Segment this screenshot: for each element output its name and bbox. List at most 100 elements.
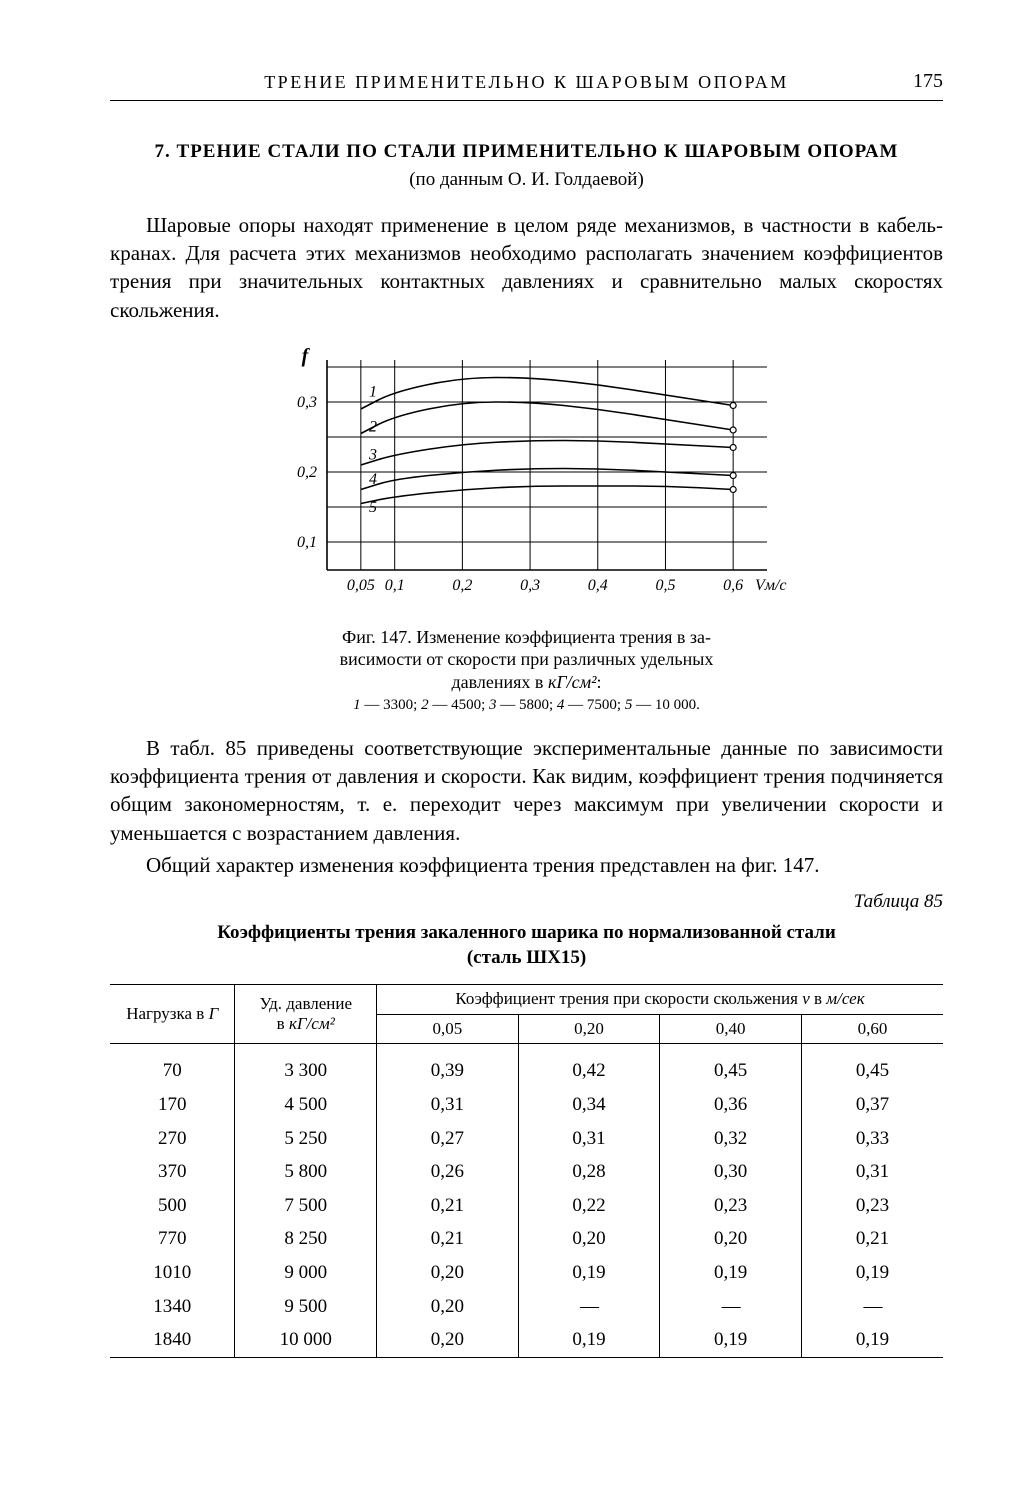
section-title: 7. ТРЕНИЕ СТАЛИ ПО СТАЛИ ПРИМЕНИТЕЛЬНО К… [110,139,943,165]
cell-pressure: 3 300 [235,1044,377,1088]
figure-caption: Фиг. 147. Изменение коэффициента трения … [267,626,787,694]
col-speed-header: 0,40 [660,1014,802,1043]
cell-pressure: 9 500 [235,1290,377,1324]
cell-coeff: 0,31 [518,1122,660,1156]
table-title-line2: (сталь ШХ15) [467,947,586,968]
table-title: Коэффициенты трения закаленного шарика п… [110,921,943,970]
cell-coeff: 0,19 [518,1323,660,1357]
legend-2t: — 4500; [429,697,489,713]
cell-coeff: 0,19 [660,1323,802,1357]
cell-load: 170 [110,1088,235,1122]
svg-text:f: f [301,345,310,367]
col-load-header: Нагрузка в Г [110,985,235,1044]
cell-coeff: 0,27 [377,1122,519,1156]
cell-coeff: 0,33 [801,1122,943,1156]
cell-coeff: 0,45 [660,1044,802,1088]
cell-coeff: 0,23 [801,1189,943,1223]
cell-coeff: 0,23 [660,1189,802,1223]
figure-legend: 1 — 3300; 2 — 4500; 3 — 5800; 4 — 7500; … [110,695,943,715]
legend-1t: — 3300; [361,697,421,713]
svg-text:0,4: 0,4 [587,577,607,594]
cell-coeff: 0,20 [518,1222,660,1256]
cell-coeff: 0,19 [518,1256,660,1290]
col-coeff-header: Коэффициент трения при скорости скольжен… [377,985,943,1014]
svg-text:1: 1 [369,383,377,400]
cell-coeff: 0,21 [377,1189,519,1223]
running-head-rule [110,100,943,101]
figure-caption-line1: Фиг. 147. Изменение коэффициента трения … [342,627,711,647]
cell-coeff: 0,31 [801,1155,943,1189]
col-pressure-header: Уд. давлениев кГ/см² [235,985,377,1044]
cell-coeff: 0,28 [518,1155,660,1189]
cell-coeff: 0,42 [518,1044,660,1088]
cell-coeff: 0,45 [801,1044,943,1088]
svg-text:5: 5 [369,499,377,516]
table-85: Нагрузка в ГУд. давлениев кГ/см²Коэффици… [110,984,943,1358]
cell-coeff: 0,20 [377,1256,519,1290]
svg-text:3: 3 [368,446,377,463]
figure-caption-line2: висимости от скорости при различных удел… [340,649,714,669]
legend-3n: 3 [489,697,497,713]
col-speed-header: 0,05 [377,1014,519,1043]
cell-pressure: 5 800 [235,1155,377,1189]
cell-pressure: 7 500 [235,1189,377,1223]
cell-coeff: 0,36 [660,1088,802,1122]
legend-2n: 2 [421,697,429,713]
cell-coeff: 0,39 [377,1044,519,1088]
figure-caption-line3a: давлениях в [452,672,548,692]
legend-1n: 1 [353,697,361,713]
cell-coeff: 0,21 [377,1222,519,1256]
cell-load: 270 [110,1122,235,1156]
table-title-line1: Коэффициенты трения закаленного шарика п… [217,922,836,943]
col-speed-header: 0,60 [801,1014,943,1043]
cell-coeff: 0,22 [518,1189,660,1223]
cell-coeff: 0,26 [377,1155,519,1189]
figure-147: 0,05 0,1 0,2 0,3 0,4 0,5 0,6 Vм/сек 0,1 0,2 0,3 f 1 2… [110,340,943,716]
svg-text:0,3: 0,3 [297,394,317,411]
page: ТРЕНИЕ ПРИМЕНИТЕЛЬНО К ШАРОВЫМ ОПОРАМ 17… [0,0,1033,1418]
cell-coeff: 0,19 [801,1323,943,1357]
cell-coeff: 0,31 [377,1088,519,1122]
cell-coeff: 0,32 [660,1122,802,1156]
cell-pressure: 8 250 [235,1222,377,1256]
figure-chart: 0,050,10,20,30,40,50,6Vм/сек0,10,20,3f12… [267,340,787,610]
cell-pressure: 4 500 [235,1088,377,1122]
legend-5t: — 10 000. [632,697,700,713]
cell-coeff: — [518,1290,660,1324]
cell-pressure: 9 000 [235,1256,377,1290]
table-label: Таблица 85 [110,889,943,915]
col-speed-header: 0,20 [518,1014,660,1043]
cell-load: 500 [110,1189,235,1223]
cell-load: 1010 [110,1256,235,1290]
svg-text:Vм/сек: Vм/сек [755,577,787,594]
cell-coeff: 0,20 [660,1222,802,1256]
cell-coeff: 0,21 [801,1222,943,1256]
svg-text:0,3: 0,3 [520,577,540,594]
cell-pressure: 5 250 [235,1122,377,1156]
legend-3t: — 5800; [497,697,557,713]
svg-text:0,2: 0,2 [297,464,317,481]
svg-text:0,6: 0,6 [723,577,743,594]
running-title: ТРЕНИЕ ПРИМЕНИТЕЛЬНО К ШАРОВЫМ ОПОРАМ [110,70,943,94]
svg-text:0,2: 0,2 [452,577,472,594]
svg-text:0,1: 0,1 [297,534,317,551]
svg-text:0,5: 0,5 [655,577,675,594]
cell-coeff: 0,37 [801,1088,943,1122]
cell-coeff: 0,34 [518,1088,660,1122]
figure-caption-unit: кГ/см² [548,672,597,692]
running-head: ТРЕНИЕ ПРИМЕНИТЕЛЬНО К ШАРОВЫМ ОПОРАМ 17… [110,70,943,101]
cell-load: 70 [110,1044,235,1088]
paragraph-1: Шаровые опоры находят применение в целом… [110,211,943,324]
cell-coeff: — [801,1290,943,1324]
cell-load: 770 [110,1222,235,1256]
cell-pressure: 10 000 [235,1323,377,1357]
svg-text:0,1: 0,1 [384,577,404,594]
cell-coeff: 0,19 [801,1256,943,1290]
cell-coeff: 0,30 [660,1155,802,1189]
cell-coeff: 0,20 [377,1290,519,1324]
legend-4t: — 7500; [564,697,624,713]
svg-text:0,05: 0,05 [346,577,374,594]
cell-load: 1340 [110,1290,235,1324]
figure-caption-line3b: : [596,672,601,692]
paragraph-3: Общий характер изменения коэффициента тр… [110,851,943,879]
